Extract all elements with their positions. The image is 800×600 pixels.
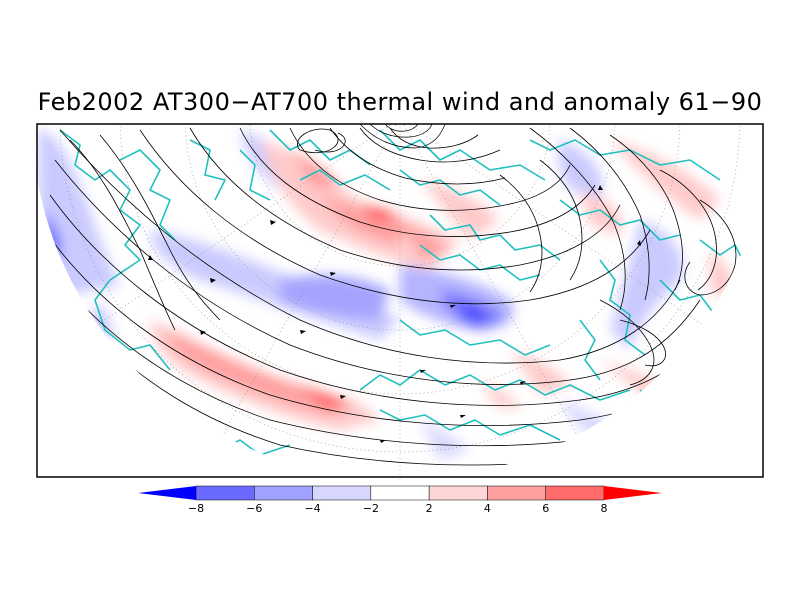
colorbar-tick-label: −6 (246, 502, 262, 515)
colorbar-bin (254, 485, 313, 501)
colorbar-tick-label: 6 (542, 502, 549, 515)
colorbar-bin (195, 485, 255, 501)
anomaly-field (38, 128, 734, 460)
colorbar-tick-label: −2 (363, 502, 379, 515)
colorbar: −8 −6 −4 −2 2 4 6 8 (138, 485, 662, 515)
colorbar-bin (370, 485, 430, 501)
map-frame (36, 123, 764, 478)
colorbar-bin (487, 485, 546, 501)
map-title: Feb2002 AT300−AT700 thermal wind and ano… (37, 88, 763, 116)
pole-region (359, 124, 446, 149)
thermal-wind-streamlines (47, 127, 746, 466)
colorbar-tick-label: −4 (304, 502, 320, 515)
colorbar-tick-label: 2 (426, 502, 433, 515)
colorbar-bin (545, 485, 605, 501)
colorbar-tick-label: −8 (188, 502, 204, 515)
colorbar-tick-label: 8 (601, 502, 608, 515)
graticule (59, 124, 741, 477)
colorbar-bin (428, 485, 488, 501)
colorbar-max-arrow (604, 486, 662, 500)
map-domain (38, 124, 746, 477)
colorbar-tick-label: 4 (484, 502, 491, 515)
colorbar-min-arrow (138, 486, 196, 500)
colorbar-bin (312, 485, 372, 501)
